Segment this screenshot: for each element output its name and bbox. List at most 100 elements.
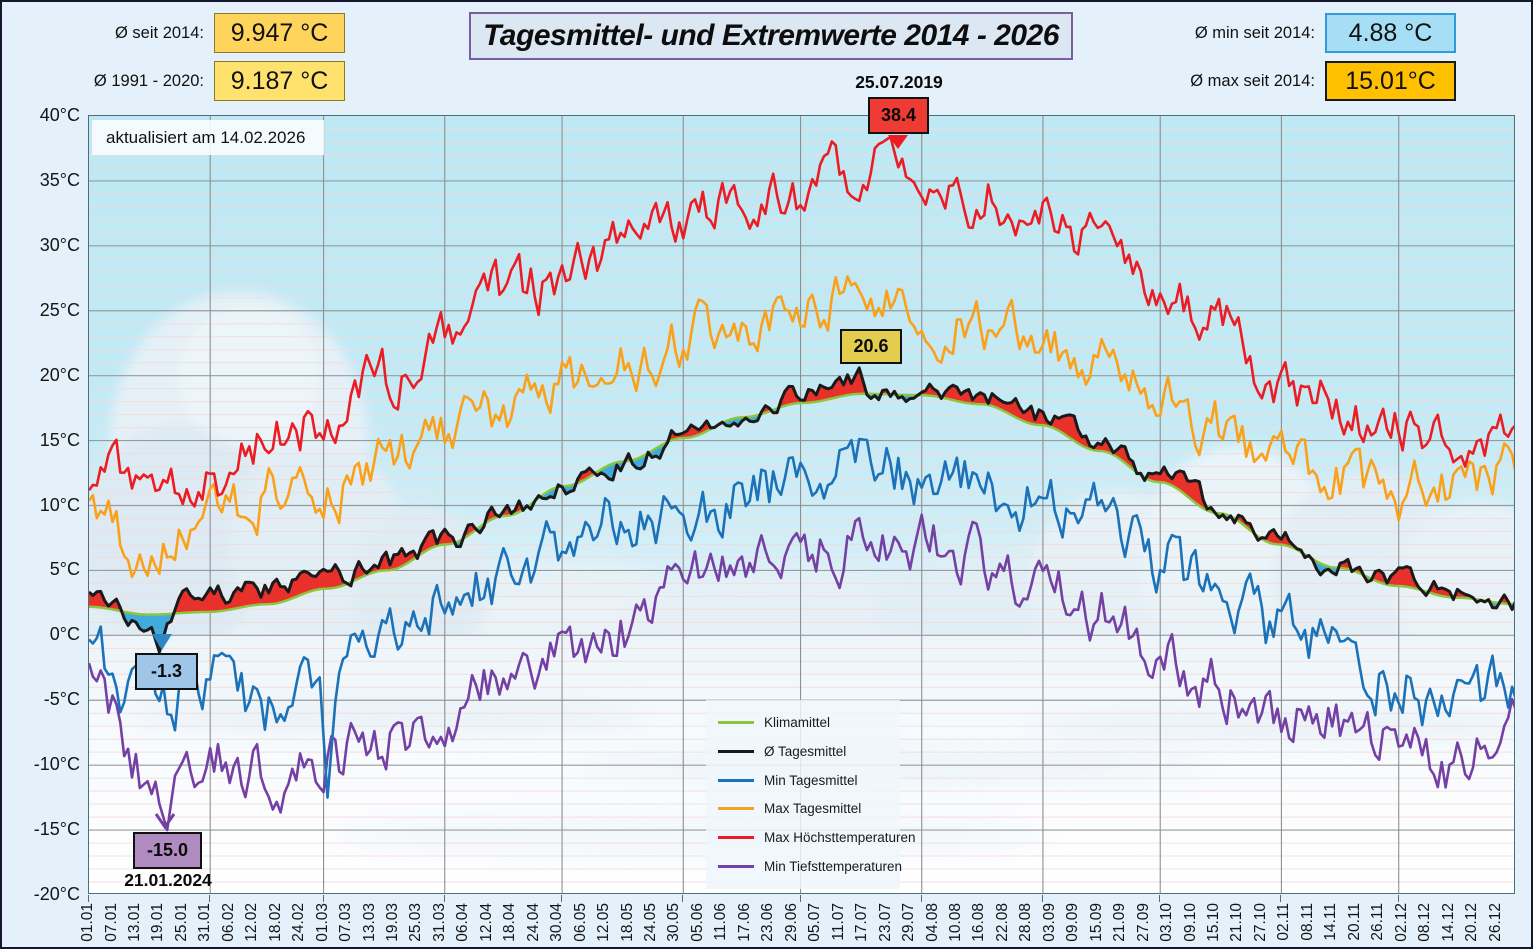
x-tick-label: 18.05 xyxy=(618,903,636,942)
y-tick-label: 10°C xyxy=(39,494,80,515)
x-tick-label: 06.05 xyxy=(571,903,589,942)
x-tick-label: 19.01 xyxy=(149,903,167,942)
x-tick-mark xyxy=(920,895,922,902)
x-tick-label: 05.06 xyxy=(688,903,706,942)
x-tick-label: 11.06 xyxy=(712,903,730,941)
x-axis: 01.01 07.01 13.01 19.01 25.01 31.01 06.02 12.02… xyxy=(79,895,1515,947)
avg-min-since-2014-label: Ø min seit 2014: xyxy=(1194,23,1315,42)
x-tick-mark xyxy=(443,895,445,902)
max-daily-mean-callout: 20.6 xyxy=(840,329,902,364)
x-tick-mark xyxy=(1397,895,1399,902)
avg-min-since-2014-value: 4.88 °C xyxy=(1325,13,1456,53)
x-tick-label: 14.12 xyxy=(1439,903,1457,942)
y-tick-label: 0°C xyxy=(49,624,80,645)
x-tick-label: 24.05 xyxy=(642,903,659,942)
avg-max-since-2014-value: 15.01°C xyxy=(1325,61,1456,101)
legend-line-swatch xyxy=(718,749,754,753)
avg-1991-2020-value: 9.187 °C xyxy=(214,61,345,101)
y-tick-label: 40°C xyxy=(39,105,80,125)
x-tick-label: 30.05 xyxy=(665,903,683,942)
x-tick-label: 20.12 xyxy=(1463,903,1480,942)
x-tick-label: 29.07 xyxy=(900,903,917,942)
series-max-tagesmittel xyxy=(89,275,1514,579)
legend-line-swatch xyxy=(718,836,754,840)
x-tick-label: 18.04 xyxy=(501,903,519,942)
x-tick-label: 17.07 xyxy=(853,903,871,942)
x-tick-label: 06.04 xyxy=(454,903,472,942)
legend-item: Klimamittel xyxy=(718,715,888,730)
legend-line-swatch xyxy=(718,720,754,724)
legend-item: Max Tagesmittel xyxy=(718,801,888,816)
x-tick-mark xyxy=(88,895,89,902)
x-tick-mark xyxy=(1159,895,1161,902)
x-tick-label: 18.02 xyxy=(266,903,284,942)
x-tick-label: 03.09 xyxy=(1040,903,1058,942)
series-max-hoechsttemperaturen xyxy=(89,135,1514,508)
record-low-callout: -15.0 xyxy=(133,832,202,869)
avg-since-2014-value: 9.947 °C xyxy=(214,13,345,53)
x-tick-label: 08.11 xyxy=(1298,903,1316,941)
x-tick-label: 28.08 xyxy=(1017,903,1035,942)
updated-date-label: aktualisiert am 14.02.2026 xyxy=(92,120,324,155)
legend-label: Max Höchsttemperaturen xyxy=(764,830,916,846)
x-tick-label: 31.01 xyxy=(196,903,214,942)
x-tick-label: 25.01 xyxy=(172,903,190,942)
legend-line-swatch xyxy=(718,807,754,811)
x-tick-label: 11.07 xyxy=(829,903,847,941)
x-tick-label: 21.09 xyxy=(1111,903,1129,942)
x-tick-label: 24.04 xyxy=(524,903,542,942)
x-tick-label: 02.12 xyxy=(1392,903,1410,942)
record-high-callout: 38.4 xyxy=(868,97,929,134)
y-tick-label: -5°C xyxy=(43,689,80,710)
x-tick-label: 02.11 xyxy=(1275,903,1293,941)
y-tick-label: -15°C xyxy=(33,819,80,840)
legend-item: Min Tiefsttemperaturen xyxy=(718,859,902,874)
x-tick-label: 09.09 xyxy=(1064,903,1082,942)
record-low-date: 21.01.2024 xyxy=(124,870,212,890)
x-tick-label: 30.04 xyxy=(548,903,566,942)
x-tick-label: 13.03 xyxy=(360,903,378,942)
x-tick-label: 14.11 xyxy=(1322,903,1340,941)
x-tick-label: 01.01 xyxy=(79,903,96,942)
x-tick-mark xyxy=(799,895,801,902)
x-tick-label: 31.03 xyxy=(430,903,448,942)
x-tick-label: 12.05 xyxy=(595,903,613,942)
x-tick-label: 27.09 xyxy=(1134,903,1152,942)
x-tick-label: 17.06 xyxy=(735,903,753,942)
chart-legend: Klimamittel Ø Tagesmittel Min Tagesmittel M… xyxy=(706,700,916,889)
x-tick-label: 07.03 xyxy=(337,903,354,942)
x-tick-label: 05.07 xyxy=(806,903,824,942)
x-tick-label: 25.03 xyxy=(407,903,425,942)
min-daily-mean-callout: -1.3 xyxy=(135,653,198,690)
x-tick-mark xyxy=(209,895,211,902)
record-high-date: 25.07.2019 xyxy=(855,72,943,92)
x-tick-mark xyxy=(322,895,324,902)
legend-item: Max Höchsttemperaturen xyxy=(718,830,916,845)
legend-label: Min Tiefsttemperaturen xyxy=(764,859,903,875)
x-tick-label: 29.06 xyxy=(782,903,800,942)
x-tick-label: 04.08 xyxy=(923,903,941,942)
legend-label: Ø Tagesmittel xyxy=(764,743,847,759)
x-tick-label: 09.10 xyxy=(1181,903,1199,942)
legend-label: Max Tagesmittel xyxy=(764,801,862,817)
x-tick-label: 21.10 xyxy=(1228,903,1246,942)
legend-item: Ø Tagesmittel xyxy=(718,744,888,759)
x-tick-label: 08.12 xyxy=(1416,903,1434,942)
x-tick-label: 06.02 xyxy=(219,903,237,942)
y-tick-label: -20°C xyxy=(33,884,80,904)
x-tick-label: 20.11 xyxy=(1345,903,1363,941)
x-tick-label: 10.08 xyxy=(946,903,964,942)
plot-area: Klimamittel Ø Tagesmittel Min Tagesmittel M… xyxy=(88,115,1515,894)
y-tick-label: 35°C xyxy=(39,169,80,190)
chart-title: Tagesmittel- und Extremwerte 2014 - 2026 xyxy=(469,12,1073,60)
y-tick-label: 30°C xyxy=(39,234,80,255)
x-tick-label: 07.01 xyxy=(102,903,120,942)
x-tick-label: 15.10 xyxy=(1205,903,1222,942)
x-tick-label: 23.07 xyxy=(876,903,894,942)
avg-since-2014-label: Ø seit 2014: xyxy=(115,23,204,42)
x-tick-label: 26.11 xyxy=(1369,903,1387,941)
x-tick-label: 16.08 xyxy=(970,903,988,942)
legend-line-swatch xyxy=(718,778,754,782)
legend-label: Min Tagesmittel xyxy=(764,772,858,788)
y-tick-label: 15°C xyxy=(39,429,80,450)
